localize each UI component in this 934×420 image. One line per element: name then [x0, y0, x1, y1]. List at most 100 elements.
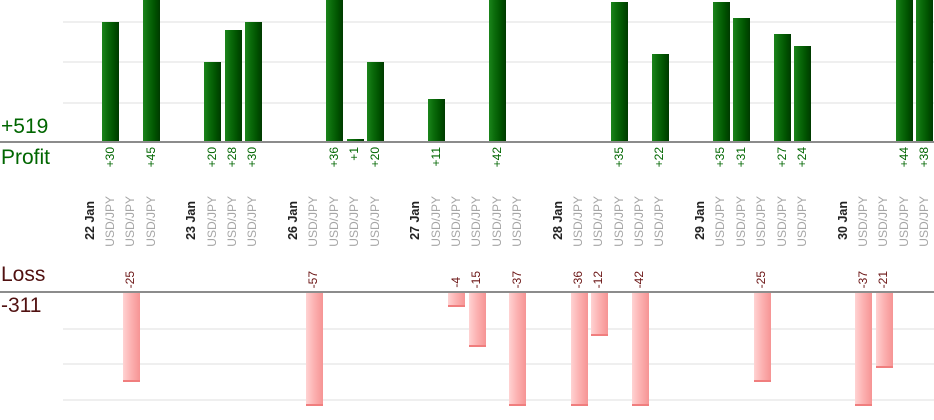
trade-profit-value: +1: [347, 147, 362, 161]
trade-loss-value: -15: [469, 270, 484, 288]
trade-profit-value: +11: [428, 147, 443, 167]
trade-loss-value: -21: [876, 270, 891, 288]
date-label: 23 Jan: [184, 201, 199, 240]
loss-bar: [448, 293, 466, 307]
loss-bar: [122, 293, 140, 382]
profit-total: +519: [1, 115, 49, 138]
trade-profit-value: +20: [367, 147, 382, 168]
trade-profit-value: +30: [245, 147, 260, 168]
profit-bar: [428, 99, 446, 143]
profit-bar: [143, 0, 161, 143]
profit-bar: [896, 0, 914, 143]
trade-loss-value: -37: [509, 270, 524, 288]
loss-row-label: Loss: [1, 263, 46, 286]
instrument-label: USD/JPY: [489, 196, 504, 247]
instrument-label: USD/JPY: [632, 196, 647, 247]
trade-profit-value: +42: [489, 147, 504, 168]
trade-profit-value: +27: [774, 147, 789, 168]
profit-baseline: [0, 141, 934, 143]
instrument-label: USD/JPY: [652, 196, 667, 247]
profit-bar: [916, 0, 934, 143]
loss-bar: [590, 293, 608, 336]
profit-bar: [712, 2, 730, 143]
instrument-label: USD/JPY: [123, 196, 138, 247]
instrument-label: USD/JPY: [774, 196, 789, 247]
date-label: 29 Jan: [693, 201, 708, 240]
loss-bar: [468, 293, 486, 347]
profit-bar: [651, 54, 669, 143]
profit-bar: [489, 0, 507, 143]
instrument-label: USD/JPY: [855, 196, 870, 247]
instrument-label: USD/JPY: [204, 196, 219, 247]
trade-loss-value: -12: [591, 270, 606, 288]
instrument-label: USD/JPY: [347, 196, 362, 247]
instrument-label: USD/JPY: [225, 196, 240, 247]
date-label: 28 Jan: [550, 201, 565, 240]
loss-bar: [631, 293, 649, 406]
instrument-label: USD/JPY: [469, 196, 484, 247]
instrument-label: USD/JPY: [428, 196, 443, 247]
profit-bar: [204, 62, 222, 143]
loss-baseline: [0, 291, 934, 293]
loss-bar: [509, 293, 527, 406]
trade-loss-value: -42: [632, 270, 647, 288]
loss-bar: [570, 293, 588, 406]
instrument-label: USD/JPY: [367, 196, 382, 247]
instrument-label: USD/JPY: [754, 196, 769, 247]
trade-profit-value: +35: [611, 147, 626, 168]
gridline: [63, 328, 934, 330]
trade-loss-value: -36: [571, 270, 585, 288]
trade-profit-value: +22: [652, 147, 667, 168]
instrument-label: USD/JPY: [733, 196, 748, 247]
date-label: 22 Jan: [82, 201, 97, 240]
profit-row-label: Profit: [1, 146, 51, 169]
trade-loss-value: -37: [855, 270, 870, 288]
trade-profit-value: +38: [916, 147, 931, 168]
date-label: 27 Jan: [408, 201, 423, 240]
loss-bar: [305, 293, 323, 406]
profit-bar: [774, 34, 791, 143]
profit-bar: [102, 22, 120, 143]
trade-loss-value: -57: [306, 270, 321, 288]
profit-bar: [794, 46, 812, 143]
instrument-label: USD/JPY: [306, 196, 321, 247]
instrument-label: USD/JPY: [876, 196, 891, 247]
profit-bar: [244, 22, 262, 143]
trade-loss-value: -4: [448, 277, 463, 288]
trade-profit-value: +44: [896, 147, 911, 168]
instrument-label: USD/JPY: [326, 196, 341, 247]
instrument-label: USD/JPY: [916, 196, 931, 247]
trade-profit-value: +36: [326, 147, 341, 168]
profit-bar: [733, 18, 751, 143]
trade-profit-value: +20: [204, 147, 219, 168]
trade-profit-value: +45: [143, 147, 158, 168]
trade-profit-value: +31: [733, 147, 748, 168]
instrument-label: USD/JPY: [794, 196, 809, 247]
trade-loss-value: -25: [754, 270, 769, 288]
instrument-label: USD/JPY: [509, 196, 524, 247]
profit-bar: [326, 0, 344, 143]
trade-profit-value: +35: [713, 147, 728, 168]
profit-bar: [611, 2, 629, 143]
date-label: 26 Jan: [286, 201, 301, 240]
trade-profit-value: +30: [102, 147, 117, 168]
instrument-label: USD/JPY: [713, 196, 728, 247]
instrument-label: USD/JPY: [245, 196, 260, 247]
instrument-label: USD/JPY: [448, 196, 463, 247]
profit-bar: [367, 62, 384, 143]
loss-total: -311: [1, 294, 42, 317]
profit-bar: [224, 30, 242, 143]
trade-profit-value: +24: [794, 147, 809, 168]
date-label: 30 Jan: [835, 201, 850, 240]
instrument-label: USD/JPY: [571, 196, 585, 247]
loss-bar: [855, 293, 873, 406]
instrument-label: USD/JPY: [611, 196, 626, 247]
gridline: [63, 399, 934, 401]
loss-bar: [753, 293, 771, 382]
gridline: [63, 363, 934, 365]
trade-loss-value: -25: [123, 270, 138, 288]
instrument-label: USD/JPY: [102, 196, 117, 247]
instrument-label: USD/JPY: [896, 196, 911, 247]
loss-bar: [875, 293, 893, 368]
